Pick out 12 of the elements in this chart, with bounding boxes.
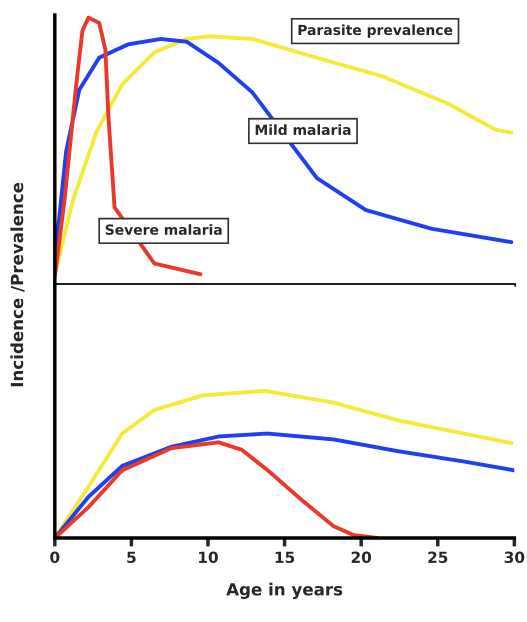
x-tick-label: 15 xyxy=(276,552,294,564)
x-tick-label: 20 xyxy=(352,551,372,564)
annotation: Parasite prevalence xyxy=(298,24,452,38)
x-tick-label: 5 xyxy=(127,552,136,564)
x-axis-title: Age in years xyxy=(226,582,342,599)
annotation: Mild malaria xyxy=(256,124,350,136)
x-tick-label: 0 xyxy=(50,551,60,564)
y-axis-title: Incidence /Prevalence xyxy=(10,182,25,386)
annotation: Severe malaria xyxy=(106,224,222,235)
x-tick-label: 10 xyxy=(199,551,218,564)
x-tick-label: 30 xyxy=(504,551,524,564)
x-tick-label: 25 xyxy=(428,551,448,564)
